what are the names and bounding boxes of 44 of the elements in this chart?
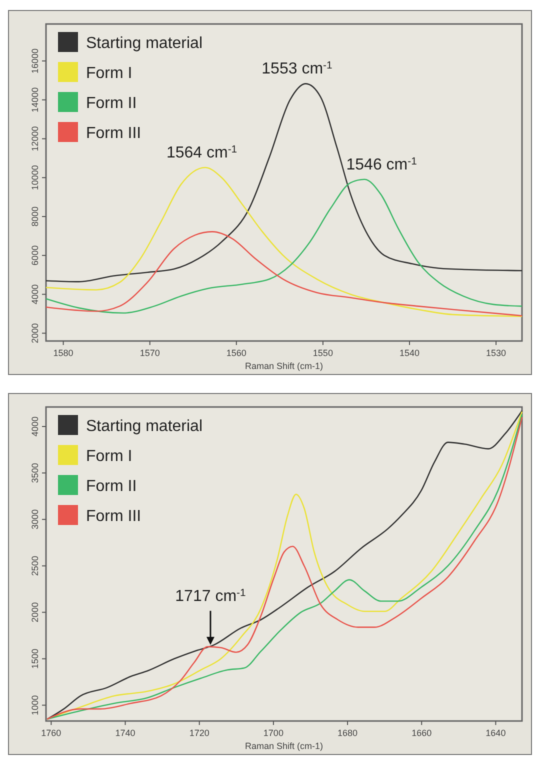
annotation: 1717 cm$^{-1}$ [175,587,246,605]
legend-label: Form II [86,95,137,112]
y-tick-label: 1500 [30,648,40,669]
y-tick-label: 4000 [30,416,40,437]
x-tick-label: 1550 [312,348,333,358]
annotation: 1564 cm$^{-1}$ [166,144,238,162]
legend-label: Form I [86,65,132,82]
y-tick-label: 3000 [30,509,40,530]
y-tick-label: 4000 [30,284,40,304]
x-tick-label: 1570 [140,348,160,358]
line-series [45,231,523,316]
annotation: 1546 cm$^{-1}$ [346,156,418,174]
legend-label: Form II [86,478,137,495]
y-tick-label: 1000 [30,695,40,716]
legend-label: Form III [86,125,142,142]
legend-label: Starting material [86,418,202,435]
x-tick-label: 1740 [115,728,136,738]
y-tick-label: 12000 [30,126,40,152]
y-tick-label: 6000 [30,245,40,266]
x-tick-label: 1560 [226,348,246,358]
x-tick-label: 1540 [399,348,420,358]
annotation: 1553 cm$^{-1}$ [262,60,333,78]
y-tick-label: 2500 [30,556,40,576]
legend-label: Form I [86,448,132,465]
x-tick-label: 1700 [263,728,284,738]
y-tick-label: 2000 [30,602,40,622]
y-tick-label: 14000 [30,87,40,112]
x-tick-label: 1640 [486,728,506,738]
x-tick-label: 1680 [338,728,358,738]
y-tick-label: 16000 [30,48,40,74]
legend-label: Form III [86,508,142,525]
y-tick-label: 10000 [30,165,40,190]
x-tick-label: 1660 [412,728,432,738]
y-tick-label: 8000 [30,206,40,227]
legend-label: Starting material [86,35,202,52]
x-tick-label: 1720 [189,728,210,738]
x-tick-label: 1530 [486,348,506,358]
x-axis-title: Raman Shift (cm-1) [244,741,324,751]
x-axis-title: Raman Shift (cm-1) [244,361,324,371]
y-tick-label: 2000 [30,323,40,344]
x-tick-label: 1580 [53,348,74,358]
x-tick-label: 1760 [41,728,62,738]
line-series [45,83,523,282]
y-tick-label: 3500 [30,462,40,483]
